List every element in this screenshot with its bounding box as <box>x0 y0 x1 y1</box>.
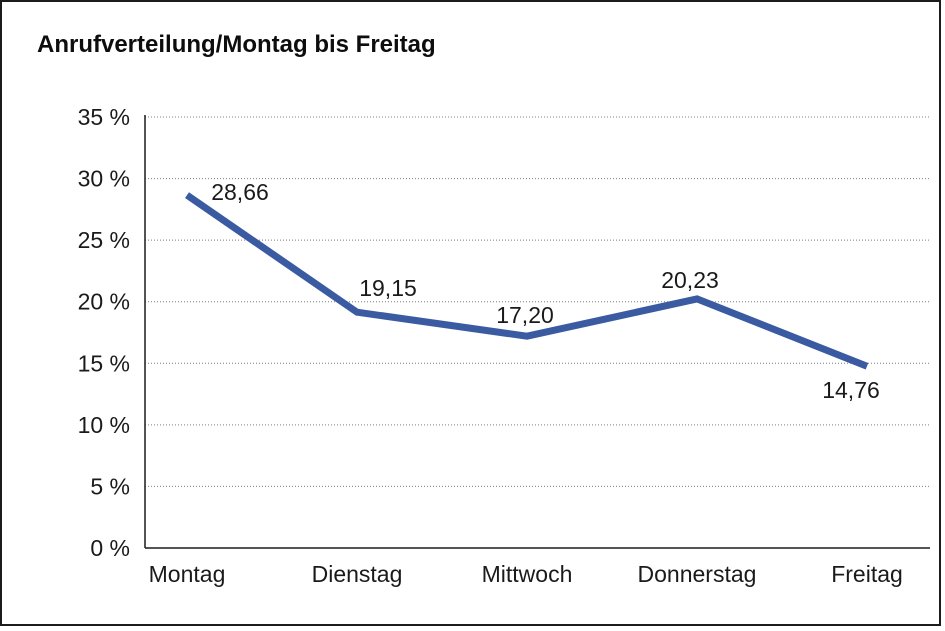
gridlines-group <box>145 116 930 487</box>
y-axis-tick-label: 5 % <box>90 473 130 499</box>
data-point-value-label: 17,20 <box>496 302 554 328</box>
axes-group <box>144 115 930 549</box>
y-axis-tick-label: 10 % <box>78 412 130 438</box>
x-axis-category-label: Montag <box>149 561 226 587</box>
y-axis-tick-label: 35 % <box>78 104 130 130</box>
x-axis-category-label: Mittwoch <box>482 561 573 587</box>
series-group <box>185 192 869 370</box>
data-point-value-label: 19,15 <box>359 275 417 301</box>
y-axis-tick-label: 20 % <box>78 289 130 315</box>
y-axis-tick-label: 0 % <box>90 535 130 561</box>
data-point-value-label: 20,23 <box>661 267 719 293</box>
y-axis-tick-label: 15 % <box>78 350 130 376</box>
data-point-value-label: 28,66 <box>211 179 269 205</box>
x-axis-category-label: Donnerstag <box>638 561 757 587</box>
point-labels-group: 28,66 19,15 17,20 20,23 14,76 <box>211 179 880 403</box>
x-axis-category-label: Freitag <box>831 561 903 587</box>
chart-title: Anrufverteilung/Montag bis Freitag <box>37 31 436 58</box>
x-axis-labels-group: Montag Dienstag Mittwoch Donnerstag Freitag <box>149 561 903 587</box>
y-axis-tick-label: 30 % <box>78 166 130 192</box>
series-line <box>185 192 869 370</box>
y-axis-tick-label: 25 % <box>78 227 130 253</box>
y-axis-labels-group: 35 % 30 % 25 % 20 % 15 % 10 % 5 % 0 % <box>78 104 130 561</box>
data-point-value-label: 14,76 <box>822 377 880 403</box>
x-axis-category-label: Dienstag <box>312 561 403 587</box>
